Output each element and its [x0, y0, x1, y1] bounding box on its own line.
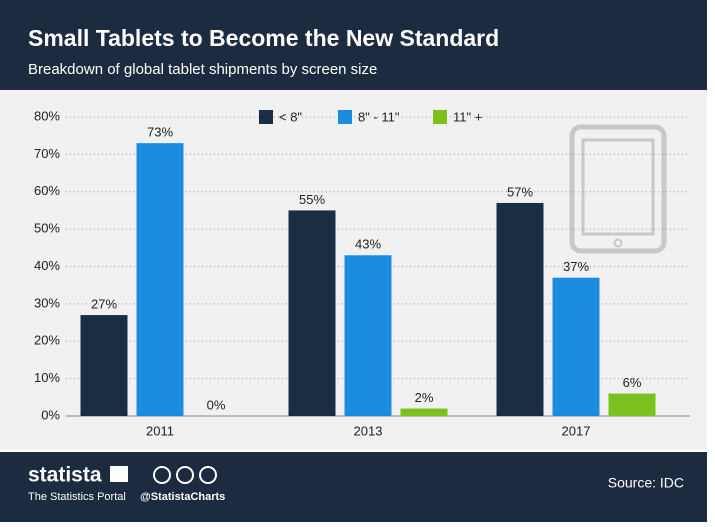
- header: [0, 0, 707, 90]
- bar: [496, 202, 544, 416]
- value-label: 43%: [355, 237, 381, 252]
- y-tick-label: 0%: [41, 407, 60, 422]
- bar: [608, 393, 656, 416]
- bar: [400, 408, 448, 416]
- brand-tagline: The Statistics Portal: [28, 491, 126, 503]
- footer: [0, 452, 707, 522]
- value-label: 27%: [91, 297, 117, 312]
- y-tick-label: 30%: [34, 295, 60, 310]
- legend-label: 8" - 11": [358, 109, 400, 124]
- chart-subtitle: Breakdown of global tablet shipments by …: [28, 61, 377, 78]
- bar: [288, 210, 336, 416]
- bar: [80, 315, 128, 416]
- x-tick-label: 2017: [562, 423, 591, 438]
- bar: [552, 277, 600, 416]
- source: Source: IDC: [608, 475, 684, 491]
- value-label: 2%: [415, 390, 434, 405]
- social-handle: @StatistaCharts: [140, 491, 225, 503]
- x-tick-label: 2011: [146, 423, 174, 438]
- y-tick-label: 50%: [34, 221, 60, 236]
- value-label: 6%: [623, 375, 642, 390]
- value-label: 57%: [507, 184, 533, 199]
- legend-label: 11" +: [453, 109, 482, 124]
- bar: [344, 255, 392, 416]
- legend-swatch: [338, 110, 352, 124]
- y-tick-label: 60%: [34, 183, 60, 198]
- brand: statista: [28, 464, 102, 487]
- value-label: 0%: [207, 397, 226, 412]
- legend-swatch: [433, 110, 447, 124]
- chart-title: Small Tablets to Become the New Standard: [28, 25, 499, 51]
- y-tick-label: 40%: [34, 258, 60, 273]
- tablet-icon: [569, 124, 667, 254]
- license-icons: [153, 466, 217, 484]
- legend-swatch: [259, 110, 273, 124]
- y-tick-label: 10%: [34, 370, 60, 385]
- value-label: 73%: [147, 125, 173, 140]
- value-label: 55%: [299, 192, 325, 207]
- x-tick-label: 2013: [354, 423, 383, 438]
- brand-logo: [110, 466, 128, 482]
- legend-label: < 8": [279, 109, 302, 124]
- bar: [136, 143, 184, 416]
- value-label: 37%: [563, 259, 589, 274]
- y-tick-label: 20%: [34, 333, 60, 348]
- y-tick-label: 70%: [34, 146, 60, 161]
- y-tick-label: 80%: [34, 108, 60, 123]
